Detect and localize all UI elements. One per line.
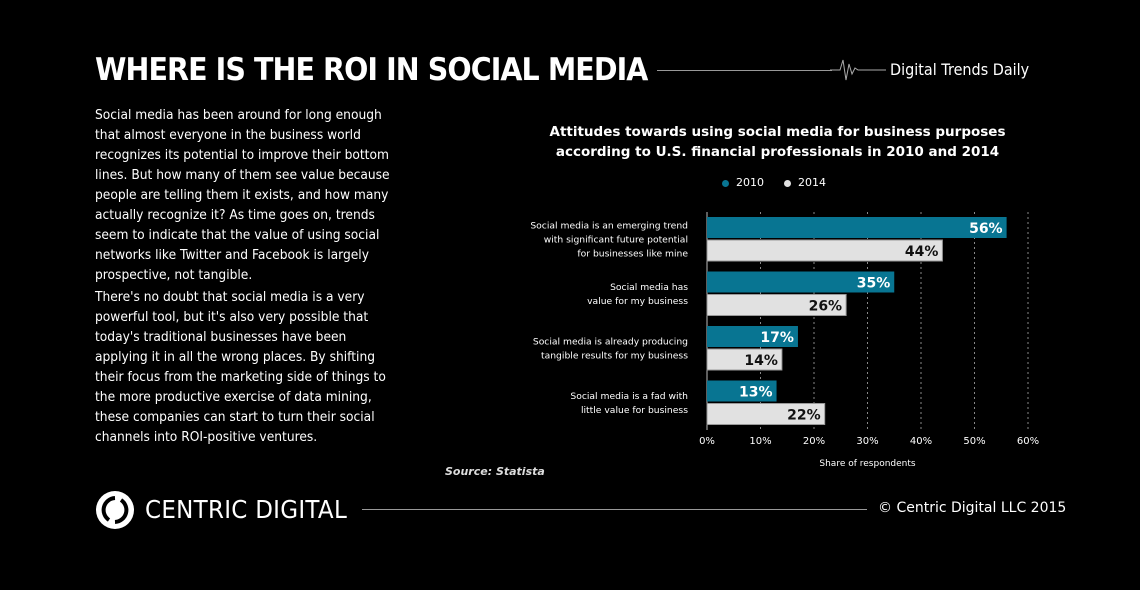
bar-2010 (707, 217, 1007, 238)
tick-label: 10% (749, 436, 771, 447)
paragraph: Social media has been around for long en… (95, 108, 390, 283)
tick-label: 30% (856, 436, 878, 447)
tick-label: 20% (803, 436, 825, 447)
bar-2014 (706, 348, 783, 371)
data-label: 13% (739, 385, 773, 401)
publication-name: Digital Trends Daily (890, 60, 1030, 79)
x-axis-label: Share of respondents (819, 459, 916, 469)
legend-label: 2010 (736, 176, 764, 189)
data-label: 22% (787, 408, 821, 424)
legend-item-2010: 2010 (722, 176, 764, 189)
category-label: Social media has (610, 282, 688, 293)
legend-item-2014: 2014 (784, 176, 826, 189)
category-label: Social media is already producing (533, 337, 688, 348)
bar-2010 (707, 380, 777, 402)
legend: 2010 2014 (722, 176, 826, 189)
tick-label: 60% (1017, 436, 1039, 447)
chart-title: Attitudes towards using social media for… (549, 124, 1006, 160)
category-label: for businesses like mine (577, 249, 688, 260)
category-label: little value for business (581, 405, 688, 416)
data-label: 44% (905, 244, 939, 260)
tick-label: 50% (963, 436, 985, 447)
tick-label: 0% (699, 436, 715, 447)
legend-label: 2014 (798, 176, 826, 189)
data-label: 56% (969, 221, 1003, 237)
bar-2014 (706, 403, 826, 425)
copyright: © Centric Digital LLC 2015 (878, 500, 1067, 516)
category-label: Social media is a fad with (570, 391, 688, 402)
pulse-icon (830, 59, 886, 81)
centric-logo-icon (96, 491, 134, 529)
data-label: 17% (760, 330, 794, 346)
paragraph: There's no doubt that social media is a … (95, 290, 386, 445)
divider (362, 509, 867, 510)
category-label: with significant future potential (544, 235, 688, 246)
page-title: WHERE IS THE ROI IN SOCIAL MEDIA (95, 52, 648, 88)
category-label: tangible results for my business (541, 351, 688, 362)
category-label: value for my business (587, 296, 688, 307)
data-label: 26% (809, 299, 843, 315)
bar-2010 (707, 271, 895, 293)
bar-2014 (706, 239, 943, 262)
divider (657, 70, 832, 71)
category-label: Social media is an emerging trend (530, 221, 688, 232)
bar-2010 (707, 326, 798, 347)
bar-2014 (706, 294, 847, 316)
source-note: Source: Statista (445, 465, 545, 478)
tick-label: 40% (910, 436, 932, 447)
data-label: 35% (857, 276, 891, 292)
brand-name: CENTRIC DIGITAL (145, 495, 348, 524)
data-label: 14% (744, 353, 778, 369)
